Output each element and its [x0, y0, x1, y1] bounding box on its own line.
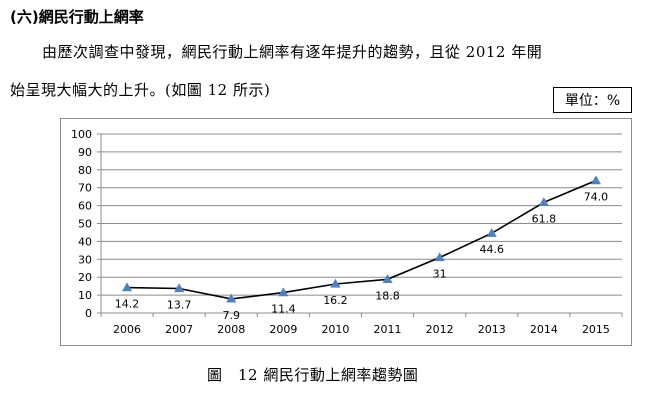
data-point-marker: [226, 293, 237, 303]
x-tick-label: 2006: [113, 323, 141, 336]
x-tick-label: 2008: [217, 323, 245, 336]
y-tick-label: 0: [85, 307, 92, 320]
data-point-marker: [382, 274, 393, 283]
data-label: 13.7: [167, 298, 192, 311]
y-tick-label: 70: [78, 182, 92, 195]
y-tick-label: 30: [78, 253, 92, 266]
x-tick-label: 2010: [321, 323, 349, 336]
series-line: [126, 179, 597, 300]
data-label: 61.8: [532, 212, 557, 225]
data-point-marker: [538, 197, 549, 207]
x-tick-label: 2009: [269, 323, 297, 336]
paragraph-line-2: 始呈現大幅大的上升。(如圖 12 所示): [10, 81, 271, 99]
x-tick-label: 2013: [478, 323, 506, 336]
data-point-marker: [330, 278, 341, 288]
gridlines: [97, 133, 623, 317]
y-axis-ticks: 0 10 20 30 40 50 60 70 80 90 100: [71, 128, 92, 320]
data-point-marker: [434, 252, 445, 262]
x-axis-ticks: 2006 2007 2008 2009 2010 2011 2012 2013 2014 2015: [113, 323, 610, 336]
data-point-marker: [121, 282, 133, 292]
data-point-marker: [174, 283, 185, 293]
x-tick-label: 2015: [582, 323, 610, 336]
data-label: 74.0: [584, 191, 609, 204]
y-tick-label: 20: [78, 271, 92, 284]
paragraph-line-1: 由歷次調查中發現，網民行動上網率有逐年提升的趨勢，且從 2012 年開: [42, 43, 543, 61]
data-point-marker: [590, 175, 602, 185]
data-point-marker: [486, 227, 497, 237]
y-tick-label: 50: [78, 218, 92, 231]
y-tick-label: 80: [78, 164, 92, 177]
data-label: 11.4: [271, 303, 296, 316]
y-tick-label: 10: [78, 289, 92, 302]
data-label: 18.8: [375, 289, 400, 302]
data-label: 31: [433, 268, 447, 281]
data-label: 44.6: [480, 243, 505, 256]
x-tick-label: 2011: [374, 323, 402, 336]
y-tick-label: 40: [78, 235, 92, 248]
y-tick-label: 60: [78, 200, 92, 213]
x-tick-label: 2007: [165, 323, 193, 336]
data-label: 16.2: [323, 294, 348, 307]
unit-label: 單位：%: [553, 87, 632, 113]
series-line-path: [126, 179, 597, 300]
data-label: 7.9: [223, 309, 241, 322]
data-point-marker: [278, 287, 289, 297]
series-markers: [121, 175, 602, 303]
chart-frame: 0 10 20 30 40 50 60 70 80 90 100 2006 2007 2008 2009 2…: [60, 118, 632, 346]
data-labels: 14.2 13.7 7.9 11.4 16.2 18.8 31 44.6 61.8 74.0: [115, 191, 608, 322]
x-tick-label: 2012: [426, 323, 454, 336]
y-tick-label: 90: [78, 146, 92, 159]
y-tick-label: 100: [71, 128, 92, 141]
data-label: 14.2: [115, 298, 140, 311]
x-tick-label: 2014: [530, 323, 558, 336]
section-heading: (六)網民行動上網率: [10, 8, 144, 26]
figure-caption: 圖 12 網民行動上網率趨勢圖: [207, 366, 419, 384]
